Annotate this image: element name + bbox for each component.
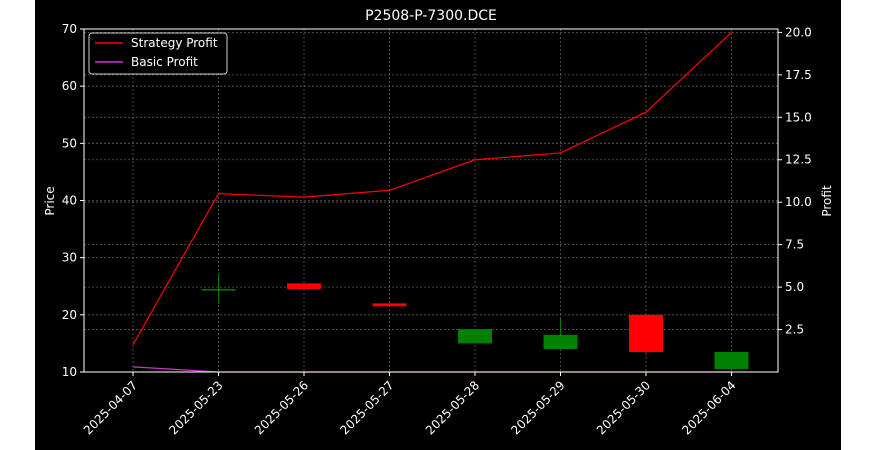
legend-label-basic-profit: Basic Profit (131, 55, 198, 69)
left-tick-label: 20 (62, 308, 77, 322)
candle-body (458, 329, 492, 344)
left-tick-label: 30 (62, 251, 77, 265)
left-axis-ticks: 10 20 30 40 50 60 70 (62, 22, 84, 379)
legend-box (88, 32, 228, 75)
left-tick-label: 10 (62, 365, 77, 379)
left-tick-label: 40 (62, 194, 77, 208)
right-tick-label: 5.0 (785, 280, 804, 294)
right-axis-ticks: 2.5 5.0 7.5 10.0 12.5 15.0 17.5 20.0 (778, 25, 812, 337)
left-tick-label: 50 (62, 136, 77, 150)
legend-label-strategy-profit: Strategy Profit (131, 36, 218, 50)
strategy-profit-line (132, 31, 732, 346)
candles (201, 274, 749, 370)
right-tick-label: 15.0 (785, 110, 812, 124)
candle-body (287, 283, 321, 290)
right-tick-label: 12.5 (785, 153, 812, 167)
right-tick-label: 2.5 (785, 323, 804, 337)
candle-body (372, 303, 407, 307)
right-tick-label: 10.0 (785, 195, 812, 209)
right-tick-label: 7.5 (785, 238, 804, 252)
grid-lines (84, 28, 778, 373)
left-tick-label: 60 (62, 79, 77, 93)
right-tick-label: 17.5 (785, 68, 812, 82)
candle-body (714, 351, 749, 370)
left-axis-label: Price (43, 186, 57, 215)
candle-body (543, 334, 578, 350)
candle-body (629, 314, 663, 352)
candle-body (201, 289, 236, 291)
left-tick-label: 70 (62, 22, 77, 36)
right-axis-label: Profit (820, 185, 834, 217)
chart-title: P2508-P-7300.DCE (365, 8, 497, 24)
legend: Strategy Profit Basic Profit (88, 32, 228, 75)
right-tick-label: 20.0 (785, 25, 812, 39)
